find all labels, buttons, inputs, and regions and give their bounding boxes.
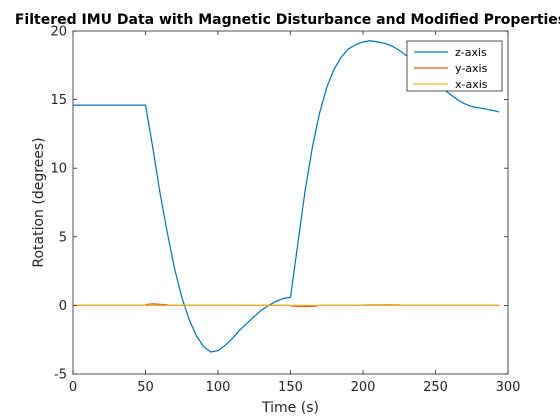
x-tick-label: 300	[496, 380, 521, 395]
legend: z-axis y-axis x-axis	[406, 40, 503, 92]
x-tick-label: 100	[206, 380, 231, 395]
x-tick-label: 50	[137, 380, 154, 395]
x-tick-label: 150	[278, 380, 303, 395]
y-tick-label: 5	[59, 230, 67, 245]
x-tick-label: 0	[69, 380, 77, 395]
y-tick-label: -5	[54, 368, 67, 383]
y-tick-label: 0	[59, 299, 67, 314]
legend-label-x-axis: x-axis	[455, 78, 488, 91]
legend-label-z-axis: z-axis	[455, 46, 487, 59]
y-tick-label: 10	[50, 162, 67, 177]
y-tick-label: 15	[50, 93, 67, 108]
chart-title: Filtered IMU Data with Magnetic Disturba…	[15, 12, 560, 28]
x-axis-title: Time (s)	[261, 400, 319, 416]
x-tick-label: 200	[351, 380, 376, 395]
legend-label-y-axis: y-axis	[455, 62, 488, 75]
x-tick-label: 250	[423, 380, 448, 395]
y-axis-title: Rotation (degrees)	[31, 137, 47, 267]
legend-box	[406, 40, 503, 92]
y-tick-label: 20	[50, 25, 67, 40]
